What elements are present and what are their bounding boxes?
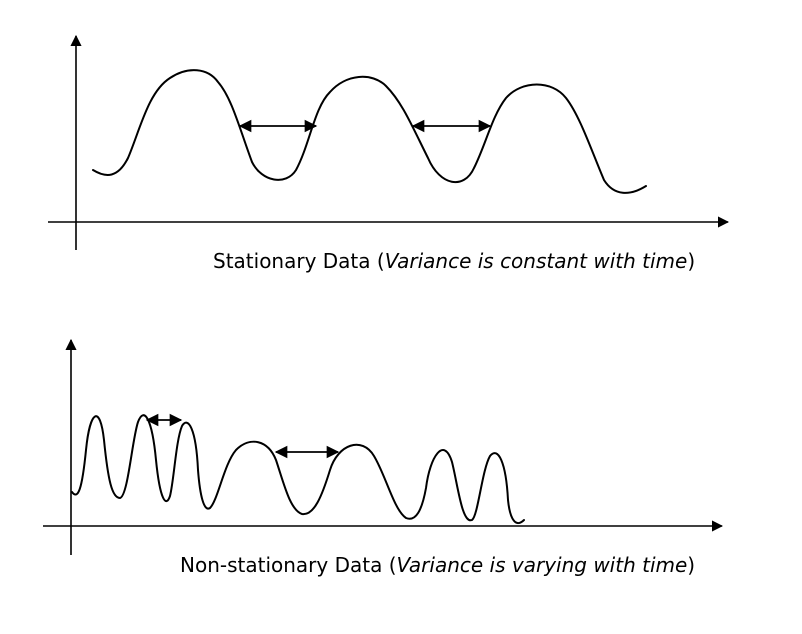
stationary-caption-main: Stationary Data ( [213, 249, 385, 273]
stationary-caption-close: ) [687, 249, 695, 273]
stationary-panel: Stationary Data (Variance is constant wi… [48, 34, 730, 273]
non-stationary-panel: Non-stationary Data (Variance is varying… [43, 338, 724, 577]
non-stationary-caption-italic: Variance is varying with time [397, 553, 688, 577]
stationary-caption-italic: Variance is constant with time [385, 249, 688, 273]
non-stationary-caption: Non-stationary Data (Variance is varying… [180, 553, 695, 577]
stationary-caption: Stationary Data (Variance is constant wi… [213, 249, 695, 273]
stationary-wave [92, 69, 647, 194]
non-stationary-caption-close: ) [687, 553, 695, 577]
non-stationary-caption-main: Non-stationary Data ( [180, 553, 397, 577]
non-stationary-wave [71, 414, 525, 525]
